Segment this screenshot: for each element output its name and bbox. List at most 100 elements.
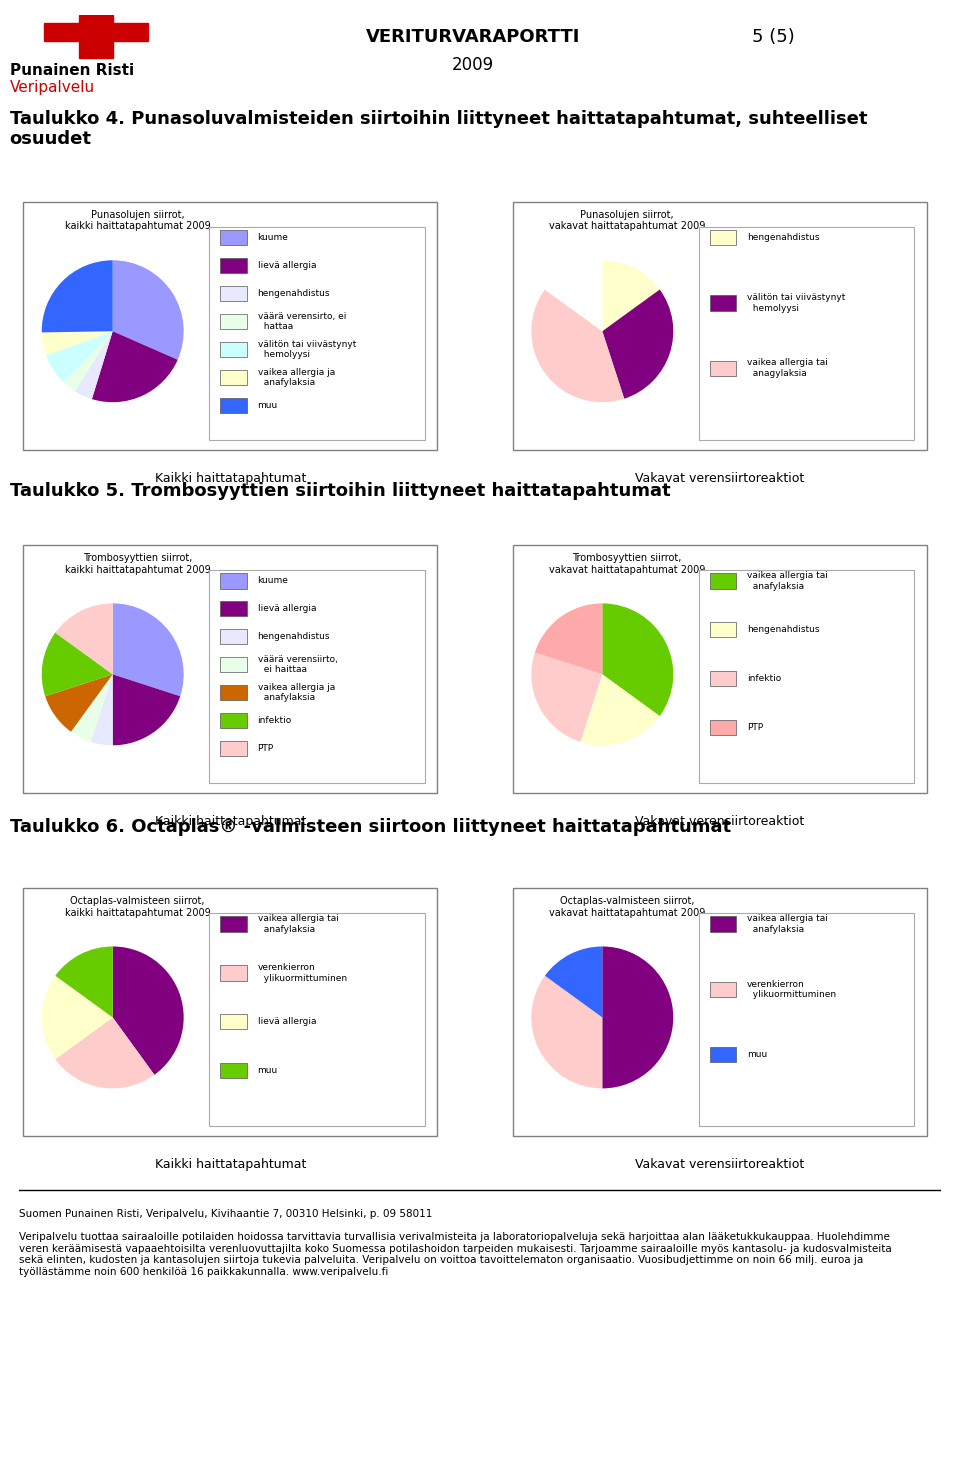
Wedge shape [92,331,178,402]
Text: Kaikki haittatapahtumat: Kaikki haittatapahtumat [155,815,306,828]
Text: Punainen Risti: Punainen Risti [10,63,133,77]
FancyBboxPatch shape [209,569,424,783]
FancyBboxPatch shape [209,912,424,1126]
Text: Punasolujen siirrot,
kaikki haittatapahtumat 2009: Punasolujen siirrot, kaikki haittatapaht… [64,210,210,232]
Wedge shape [602,603,673,715]
Wedge shape [581,675,660,745]
Wedge shape [602,946,673,1088]
FancyBboxPatch shape [699,569,914,783]
Wedge shape [545,946,602,1018]
Wedge shape [91,675,112,745]
Text: kuume: kuume [257,234,288,242]
Wedge shape [63,331,112,391]
FancyBboxPatch shape [23,203,438,450]
Text: välitön tai viivästynyt
  hemolyysi: välitön tai viivästynyt hemolyysi [257,340,356,359]
Text: PTP: PTP [257,745,274,753]
Text: vaikea allergia tai
  anafylaksia: vaikea allergia tai anafylaksia [257,914,339,934]
FancyBboxPatch shape [220,740,247,756]
Text: muu: muu [257,402,277,410]
Text: kuume: kuume [257,577,288,585]
Wedge shape [56,1018,155,1088]
Text: vaikea allergia tai
  anafylaksia: vaikea allergia tai anafylaksia [747,571,828,591]
Text: lievä allergia: lievä allergia [257,604,316,613]
FancyBboxPatch shape [220,397,247,413]
Wedge shape [46,331,112,383]
Text: välitön tai viivästynyt
  hemolyysi: välitön tai viivästynyt hemolyysi [747,293,846,312]
FancyBboxPatch shape [220,258,247,273]
Wedge shape [112,260,183,359]
Wedge shape [531,653,602,742]
Text: väärä verensirto, ei
  hattaa: väärä verensirto, ei hattaa [257,312,346,331]
Text: verenkierron
  ylikuormittuminen: verenkierron ylikuormittuminen [257,964,347,983]
Text: Veripalvelu: Veripalvelu [10,80,95,95]
FancyBboxPatch shape [220,965,247,981]
FancyBboxPatch shape [709,672,736,686]
FancyBboxPatch shape [709,917,736,931]
Text: hengenahdistus: hengenahdistus [257,289,330,298]
Bar [44,23,148,41]
Wedge shape [112,946,183,1075]
Wedge shape [56,946,112,1018]
FancyBboxPatch shape [220,286,247,301]
FancyBboxPatch shape [709,361,736,375]
Text: Punasolujen siirrot,
vakavat haittatapahtumat 2009: Punasolujen siirrot, vakavat haittatapah… [549,210,706,232]
Text: muu: muu [257,1066,277,1075]
Text: Vakavat verensiirtoreaktiot: Vakavat verensiirtoreaktiot [636,1158,804,1171]
Text: vaikea allergia tai
  anagylaksia: vaikea allergia tai anagylaksia [747,359,828,378]
Wedge shape [71,675,112,742]
Text: 2009: 2009 [452,55,493,74]
Bar [79,15,113,58]
FancyBboxPatch shape [220,574,247,588]
FancyBboxPatch shape [513,203,927,450]
Text: lievä allergia: lievä allergia [257,261,316,270]
FancyBboxPatch shape [699,912,914,1126]
Wedge shape [41,975,112,1058]
Wedge shape [602,289,673,399]
FancyBboxPatch shape [220,685,247,701]
Text: Vakavat verensiirtoreaktiot: Vakavat verensiirtoreaktiot [636,815,804,828]
Text: vaikea allergia tai
  anafylaksia: vaikea allergia tai anafylaksia [747,914,828,934]
FancyBboxPatch shape [220,602,247,616]
FancyBboxPatch shape [220,657,247,672]
Text: muu: muu [747,1050,767,1058]
FancyBboxPatch shape [699,226,914,439]
Text: lievä allergia: lievä allergia [257,1018,316,1026]
Wedge shape [545,260,602,331]
Wedge shape [41,331,112,355]
Text: Trombosyyttien siirrot,
kaikki haittatapahtumat 2009: Trombosyyttien siirrot, kaikki haittatap… [64,553,210,575]
Wedge shape [112,675,180,745]
Wedge shape [531,975,602,1088]
FancyBboxPatch shape [513,546,927,793]
FancyBboxPatch shape [220,1015,247,1029]
Text: Kaikki haittatapahtumat: Kaikki haittatapahtumat [155,472,306,485]
Text: 5 (5): 5 (5) [753,28,795,45]
Text: Octaplas-valmisteen siirrot,
kaikki haittatapahtumat 2009: Octaplas-valmisteen siirrot, kaikki hait… [64,896,210,918]
Text: infektio: infektio [257,715,292,726]
Text: hengenahdistus: hengenahdistus [257,632,330,641]
Text: Kaikki haittatapahtumat: Kaikki haittatapahtumat [155,1158,306,1171]
Wedge shape [41,632,112,696]
Text: väärä verensiirto,
  ei haittaa: väärä verensiirto, ei haittaa [257,656,338,675]
Text: Octaplas-valmisteen siirrot,
vakavat haittatapahtumat 2009: Octaplas-valmisteen siirrot, vakavat hai… [549,896,706,918]
Wedge shape [45,675,112,731]
FancyBboxPatch shape [220,314,247,328]
Text: infektio: infektio [747,675,781,683]
FancyBboxPatch shape [220,712,247,729]
FancyBboxPatch shape [513,888,927,1136]
FancyBboxPatch shape [709,1047,736,1061]
Text: Taulukko 4. Punasoluvalmisteiden siirtoihin liittyneet haittatapahtumat, suhteel: Taulukko 4. Punasoluvalmisteiden siirtoi… [10,110,867,149]
Text: vaikea allergia ja
  anafylaksia: vaikea allergia ja anafylaksia [257,368,335,387]
Wedge shape [531,289,624,402]
FancyBboxPatch shape [709,295,736,311]
FancyBboxPatch shape [709,574,736,588]
FancyBboxPatch shape [709,231,736,245]
Wedge shape [56,603,112,675]
Text: Taulukko 5. Trombosyyttien siirtoihin liittyneet haittatapahtumat: Taulukko 5. Trombosyyttien siirtoihin li… [10,482,670,499]
Wedge shape [112,603,183,696]
Text: verenkierron
  ylikuormittuminen: verenkierron ylikuormittuminen [747,980,836,999]
Wedge shape [41,260,112,333]
FancyBboxPatch shape [709,720,736,736]
Text: PTP: PTP [747,723,763,731]
Text: Vakavat verensiirtoreaktiot: Vakavat verensiirtoreaktiot [636,472,804,485]
Text: Trombosyyttien siirrot,
vakavat haittatapahtumat 2009: Trombosyyttien siirrot, vakavat haittata… [549,553,706,575]
